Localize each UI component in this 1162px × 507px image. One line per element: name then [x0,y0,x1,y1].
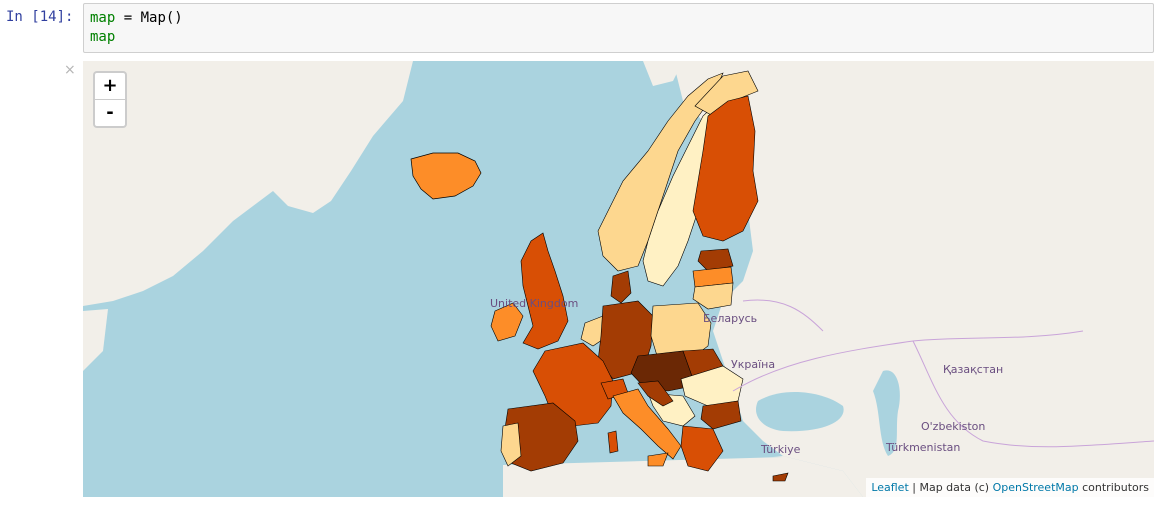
clear-output-icon[interactable]: × [64,62,76,78]
zoom-in-button[interactable]: + [95,73,125,100]
label-turkey: Türkiye [761,443,801,456]
region-sardinia [607,430,619,454]
map-tiles [83,61,1154,497]
region-norway [597,72,724,272]
code-input-cell[interactable]: map = Map() map [83,3,1154,53]
region-denmark [610,270,632,304]
region-uk [520,232,569,350]
zoom-out-button[interactable]: - [106,102,114,123]
label-kazakhstan: Қазақстан [943,363,1004,376]
region-ireland [490,302,524,342]
region-croatia [637,380,674,407]
label-belarus: Беларусь [703,312,758,325]
leaflet-link[interactable]: Leaflet [871,481,909,494]
land-asia [673,61,1154,497]
region-italy [612,388,682,460]
region-portugal [500,422,522,467]
region-finland [692,95,759,242]
code-variable: map [90,29,116,45]
water-black-sea [755,391,844,432]
cell-prompt: In [14]: [6,9,74,25]
code-assignment: = Map() [115,10,183,26]
region-greece [680,425,724,472]
label-ukraine: Україна [731,358,776,371]
attribution-text: | Map data (c) [908,481,993,494]
region-sicily [647,452,669,467]
label-turkmenistan: Türkmenistan [886,441,961,454]
label-united-kingdom: United Kingdom [490,297,579,310]
water-caspian-sea [873,370,900,456]
label-uzbekistan: O'zbekiston [921,420,986,433]
map-attribution: Leaflet | Map data (c) OpenStreetMap con… [866,478,1154,497]
land-islands [643,61,683,86]
border-line [742,299,824,332]
land-canada [83,309,108,371]
region-lithuania [692,282,734,310]
code-line-2: map [90,28,1147,47]
region-cyprus [772,472,789,482]
region-bulgaria [700,400,742,430]
zoom-control: + - [93,71,127,128]
border-line [912,340,1154,448]
attribution-contributors: contributors [1078,481,1149,494]
code-variable: map [90,10,116,26]
region-iceland [410,152,482,200]
land-greenland [83,61,413,306]
leaflet-map[interactable]: United Kingdom Беларусь Україна Қазақста… [83,61,1154,497]
code-line-1: map = Map() [90,9,1147,28]
openstreetmap-link[interactable]: OpenStreetMap [992,481,1079,494]
land-north-africa [503,456,863,497]
